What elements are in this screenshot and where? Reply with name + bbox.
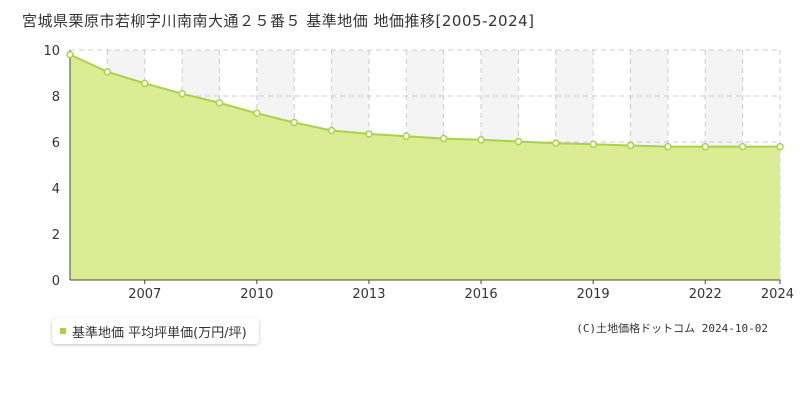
data-point <box>215 99 224 107</box>
legend-label: 基準地価 平均坪単価(万円/坪) <box>72 325 247 341</box>
data-point <box>327 126 336 135</box>
x-tick-label: 2010 <box>240 287 273 302</box>
credit-text: (C)土地価格ドットコム 2024-10-02 <box>576 322 768 335</box>
data-point <box>776 142 784 151</box>
data-point <box>701 142 710 151</box>
data-point <box>66 50 74 59</box>
y-tick-label: 4 <box>52 182 60 197</box>
x-tick-label: 2016 <box>465 287 498 302</box>
data-point <box>290 118 298 127</box>
chart-title: 宮城県栗原市若柳字川南南大通２５番５ 基準地価 地価推移[2005-2024] <box>22 12 535 30</box>
data-point <box>738 142 747 151</box>
x-tick-label: 2022 <box>689 287 722 302</box>
y-tick-label: 8 <box>52 90 60 105</box>
data-point <box>439 134 448 143</box>
y-tick-label: 6 <box>52 136 60 151</box>
data-point <box>140 79 149 88</box>
x-tick-label: 2019 <box>577 287 610 302</box>
data-point <box>477 135 485 144</box>
data-point <box>178 89 186 98</box>
data-point <box>626 141 635 150</box>
legend-swatch <box>60 328 66 334</box>
y-tick-label: 10 <box>43 44 60 59</box>
x-tick-label: 2024 <box>761 287 794 302</box>
data-point <box>402 132 411 140</box>
data-point <box>103 68 112 76</box>
y-tick-labels: 0 2 4 6 8 10 <box>43 44 60 289</box>
data-points <box>66 50 784 151</box>
data-point <box>514 137 523 146</box>
data-point <box>365 130 373 138</box>
series-line <box>69 53 780 148</box>
x-tick-labels: 2007 2010 2013 2016 2019 2022 2024 <box>128 280 794 302</box>
data-point <box>253 109 261 117</box>
y-tick-label: 0 <box>52 274 60 289</box>
data-point <box>589 140 597 149</box>
data-point <box>664 142 672 151</box>
x-tick-label: 2007 <box>128 287 161 302</box>
legend: 基準地価 平均坪単価(万円/坪) <box>52 318 259 344</box>
axes <box>69 50 780 281</box>
y-tick-label: 2 <box>52 228 60 243</box>
data-point <box>552 139 560 147</box>
x-tick-label: 2013 <box>352 287 385 302</box>
